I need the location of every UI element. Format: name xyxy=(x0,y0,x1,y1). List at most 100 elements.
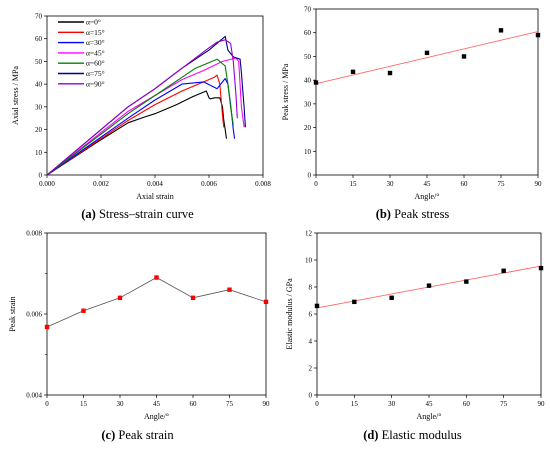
y-tick-label: 0 xyxy=(308,172,312,180)
y-tick-label: 4 xyxy=(309,338,313,346)
y-tick-label: 8 xyxy=(309,284,313,292)
y-tick-label: 60 xyxy=(35,35,43,43)
x-tick-label: 60 xyxy=(190,400,198,408)
y-tick-label: 70 xyxy=(35,13,43,21)
x-tick-label: 15 xyxy=(350,180,358,188)
y-tick-label: 6 xyxy=(309,311,313,319)
series-line-2 xyxy=(46,77,236,176)
caption-text: Peak strain xyxy=(118,428,174,442)
legend-label: α=90° xyxy=(86,79,105,88)
y-tick-label: 10 xyxy=(35,149,43,157)
axes: 0 15 30 45 60 75 90 0 2 4 6 8 10 12 Angle/° Elastic mod… xyxy=(285,230,545,422)
y-axis-label: Peak stress / MPa xyxy=(281,63,290,120)
data-point xyxy=(263,299,269,305)
x-tick-label: 0.004 xyxy=(147,180,163,188)
data-point xyxy=(498,28,504,33)
data-point xyxy=(81,308,86,313)
series-line-3 xyxy=(46,57,245,176)
legend-label: α=45° xyxy=(86,48,105,57)
x-tick-label: 0.008 xyxy=(255,180,271,188)
plot-frame xyxy=(46,232,267,396)
series-line-0 xyxy=(46,90,228,176)
data-point xyxy=(227,287,232,292)
x-tick-label: 45 xyxy=(426,400,434,408)
x-tick-label: 0.006 xyxy=(201,180,217,188)
caption-label: (d) xyxy=(363,428,379,442)
y-tick-label: 30 xyxy=(304,100,312,108)
x-tick-label: 0 xyxy=(45,400,49,408)
x-tick-label: 30 xyxy=(117,400,125,408)
y-tick-label: 0.006 xyxy=(26,311,42,319)
y-tick-label: 0 xyxy=(309,392,313,400)
x-tick-label: 75 xyxy=(226,400,234,408)
fit-line xyxy=(315,31,539,85)
data-point xyxy=(117,295,123,300)
peak-stress-panel: 0 15 30 45 60 75 90 0 10 20 30 40 50 60 70 Angle/° Peak … xyxy=(275,0,550,225)
series-group xyxy=(46,35,246,176)
x-tick-label: 45 xyxy=(424,180,432,188)
x-tick-label: 45 xyxy=(153,400,161,408)
x-axis-label: Angle/° xyxy=(144,412,169,421)
series-line xyxy=(46,277,267,328)
data-point xyxy=(314,303,320,309)
x-axis-label: Axial strain xyxy=(136,192,174,201)
x-tick-label: 90 xyxy=(263,400,271,408)
x-axis-label: Angle/° xyxy=(415,192,440,201)
axes: 0.000 0.002 0.004 0.006 0.008 0 10 20 30 40 50 60 70… xyxy=(11,13,271,202)
y-axis-label: Axial stress / MPa xyxy=(11,66,20,125)
data-point xyxy=(464,279,469,284)
x-axis-label: Angle/° xyxy=(417,412,442,421)
y-tick-label: 30 xyxy=(35,103,43,111)
plot-frame xyxy=(315,8,539,176)
y-tick-label: 40 xyxy=(35,81,43,89)
y-tick-label: 60 xyxy=(304,29,312,37)
x-tick-label: 15 xyxy=(351,400,359,408)
peak-strain-caption: (c) Peak strain xyxy=(0,428,275,443)
caption-label: (c) xyxy=(101,428,116,442)
series-line-6 xyxy=(46,39,238,176)
elastic-modulus-panel: 0 15 30 45 60 75 90 0 2 4 6 8 10 12 Angle/° Elastic mod… xyxy=(275,225,550,450)
stress-strain-caption: (a) Stress–strain curve xyxy=(0,207,275,222)
data-point xyxy=(352,299,357,305)
legend: α=0°α=15°α=30°α=45° α=60°α=75°α=90° xyxy=(58,18,105,88)
data-point xyxy=(426,283,432,288)
x-tick-label: 0.002 xyxy=(93,180,109,188)
legend-label: α=0° xyxy=(86,18,101,27)
data-point xyxy=(44,324,50,330)
x-tick-label: 90 xyxy=(535,180,543,188)
stress-strain-panel: 0.000 0.002 0.004 0.006 0.008 0 10 20 30 40 50 60 70… xyxy=(0,0,275,225)
x-tick-label: 0.000 xyxy=(39,180,55,188)
elastic-modulus-chart: 0 15 30 45 60 75 90 0 2 4 6 8 10 12 Angle/° Elastic mod… xyxy=(285,230,545,422)
y-tick-label: 20 xyxy=(304,124,312,132)
caption-label: (b) xyxy=(375,207,391,221)
y-axis-label: Elastic modulus / GPa xyxy=(285,278,294,350)
y-tick-label: 12 xyxy=(305,230,313,238)
x-tick-label: 0 xyxy=(315,400,319,408)
data-point xyxy=(350,69,356,75)
x-tick-label: 75 xyxy=(500,400,508,408)
series-line-1 xyxy=(46,74,225,176)
peak-stress-chart: 0 15 30 45 60 75 90 0 10 20 30 40 50 60 70 Angle/° Peak … xyxy=(281,6,543,202)
legend-label: α=60° xyxy=(86,59,105,68)
x-tick-label: 0 xyxy=(314,180,318,188)
data-point xyxy=(461,54,467,59)
y-tick-label: 40 xyxy=(304,77,312,85)
data-point xyxy=(538,265,544,271)
x-tick-label: 75 xyxy=(498,180,506,188)
data-point xyxy=(190,295,196,300)
data-point xyxy=(313,80,319,85)
data-point xyxy=(424,50,430,56)
y-tick-label: 0.008 xyxy=(26,230,42,238)
y-tick-label: 10 xyxy=(305,257,313,265)
peak-strain-panel: 0 15 30 45 60 75 90 0.004 0.006 0.008 Angle/° Peak … xyxy=(0,225,275,450)
x-tick-label: 90 xyxy=(538,400,546,408)
y-tick-label: 20 xyxy=(35,126,43,134)
y-tick-label: 10 xyxy=(304,148,312,156)
data-point xyxy=(389,295,394,300)
caption-label: (a) xyxy=(81,207,96,221)
y-tick-label: 50 xyxy=(304,53,312,61)
caption-text: Stress–strain curve xyxy=(98,207,194,221)
y-axis-label: Peak strain xyxy=(8,296,17,331)
y-tick-label: 0 xyxy=(39,172,43,180)
data-point xyxy=(154,275,159,280)
